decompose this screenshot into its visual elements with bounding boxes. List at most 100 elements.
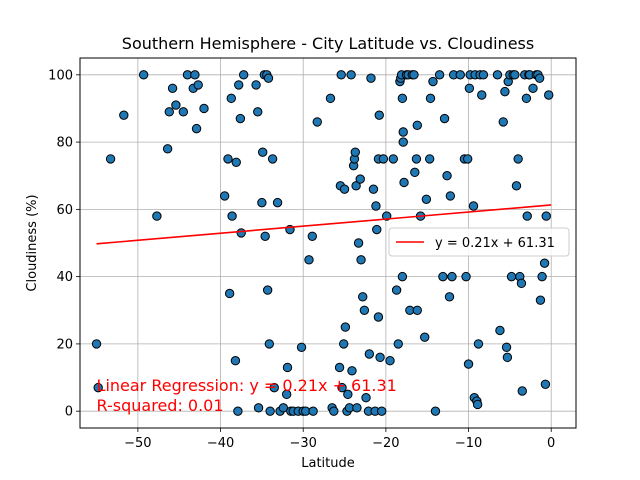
data-point	[224, 288, 235, 299]
data-point	[444, 292, 455, 302]
data-point	[385, 356, 395, 366]
data-point	[312, 117, 322, 127]
data-point	[478, 70, 489, 80]
data-point	[447, 271, 457, 282]
data-point	[468, 201, 479, 211]
data-point	[540, 379, 551, 389]
data-points	[91, 70, 554, 416]
data-point	[236, 228, 246, 238]
data-point	[425, 93, 436, 104]
data-point	[178, 107, 189, 117]
y-tick-label: 20	[56, 337, 73, 352]
data-point	[231, 157, 241, 167]
regression-line	[96, 204, 552, 245]
data-point	[304, 255, 314, 265]
data-point	[190, 70, 200, 80]
data-point	[233, 406, 243, 416]
data-point	[501, 342, 512, 352]
y-tick-label: 100	[48, 68, 73, 83]
data-point	[371, 201, 381, 211]
data-point	[223, 154, 233, 164]
data-point	[269, 382, 279, 393]
data-point	[544, 90, 554, 100]
data-point	[502, 352, 513, 363]
chart-title: Southern Hemisphere - City Latitude vs. …	[122, 34, 534, 53]
data-point	[350, 147, 360, 157]
data-point	[399, 177, 409, 188]
data-point	[534, 73, 545, 83]
data-point	[409, 70, 419, 80]
data-point	[412, 120, 422, 130]
data-point	[152, 211, 162, 221]
data-point	[138, 70, 149, 80]
data-point	[336, 70, 346, 80]
data-point	[257, 197, 267, 208]
data-point	[193, 80, 203, 90]
data-point	[373, 312, 384, 322]
data-point	[267, 154, 278, 164]
data-point	[377, 406, 387, 416]
legend: y = 0.21x + 61.31	[388, 227, 570, 257]
data-point	[339, 184, 350, 194]
data-point	[463, 154, 473, 164]
data-point	[265, 406, 275, 416]
data-point	[375, 352, 385, 363]
data-point	[355, 174, 365, 184]
data-point	[337, 382, 347, 393]
plot-frame	[79, 57, 577, 429]
data-point	[535, 295, 546, 305]
data-point	[411, 154, 422, 164]
data-point	[364, 349, 375, 359]
data-point	[235, 113, 246, 124]
x-tick-label: 0	[547, 436, 555, 451]
data-point	[358, 292, 368, 302]
data-point	[347, 366, 357, 376]
legend-label: y = 0.21x + 61.31	[435, 236, 555, 251]
data-point	[428, 76, 438, 87]
data-point	[397, 93, 408, 104]
data-point	[464, 83, 475, 93]
data-point	[282, 362, 293, 373]
data-point	[398, 137, 408, 147]
data-point	[356, 255, 366, 265]
data-point	[517, 386, 527, 396]
data-point	[368, 184, 379, 194]
data-point	[463, 359, 474, 369]
data-point	[226, 93, 236, 104]
x-tick-label: −20	[372, 436, 399, 451]
data-point	[262, 285, 273, 295]
data-point	[445, 191, 456, 201]
data-point	[361, 393, 371, 403]
data-point	[251, 80, 261, 90]
data-point	[513, 154, 523, 164]
data-point	[516, 278, 527, 289]
x-axis-label: Latitude	[301, 456, 355, 471]
data-point	[343, 389, 353, 400]
x-tick-label: −30	[289, 436, 316, 451]
data-point	[434, 70, 445, 80]
data-point	[227, 211, 237, 221]
data-point	[420, 332, 430, 342]
data-point	[511, 181, 522, 191]
data-point	[257, 147, 268, 157]
data-point	[264, 339, 275, 349]
y-axis-label: Cloudiness (%)	[25, 194, 40, 291]
data-point	[352, 403, 362, 413]
data-point	[500, 86, 510, 97]
data-point	[334, 362, 345, 373]
x-tick-label: −40	[207, 436, 234, 451]
data-point	[374, 110, 384, 120]
data-point	[91, 339, 102, 349]
data-point	[353, 238, 364, 248]
data-point	[351, 181, 361, 191]
data-point	[171, 100, 181, 110]
data-point	[541, 211, 551, 221]
data-point	[539, 258, 550, 268]
data-point	[105, 154, 116, 164]
data-point	[398, 127, 408, 137]
data-point	[442, 171, 452, 181]
data-point	[234, 80, 244, 90]
data-point	[199, 103, 209, 114]
x-axis-ticks: −50 −40 −30 −20 −10 0	[124, 428, 555, 451]
